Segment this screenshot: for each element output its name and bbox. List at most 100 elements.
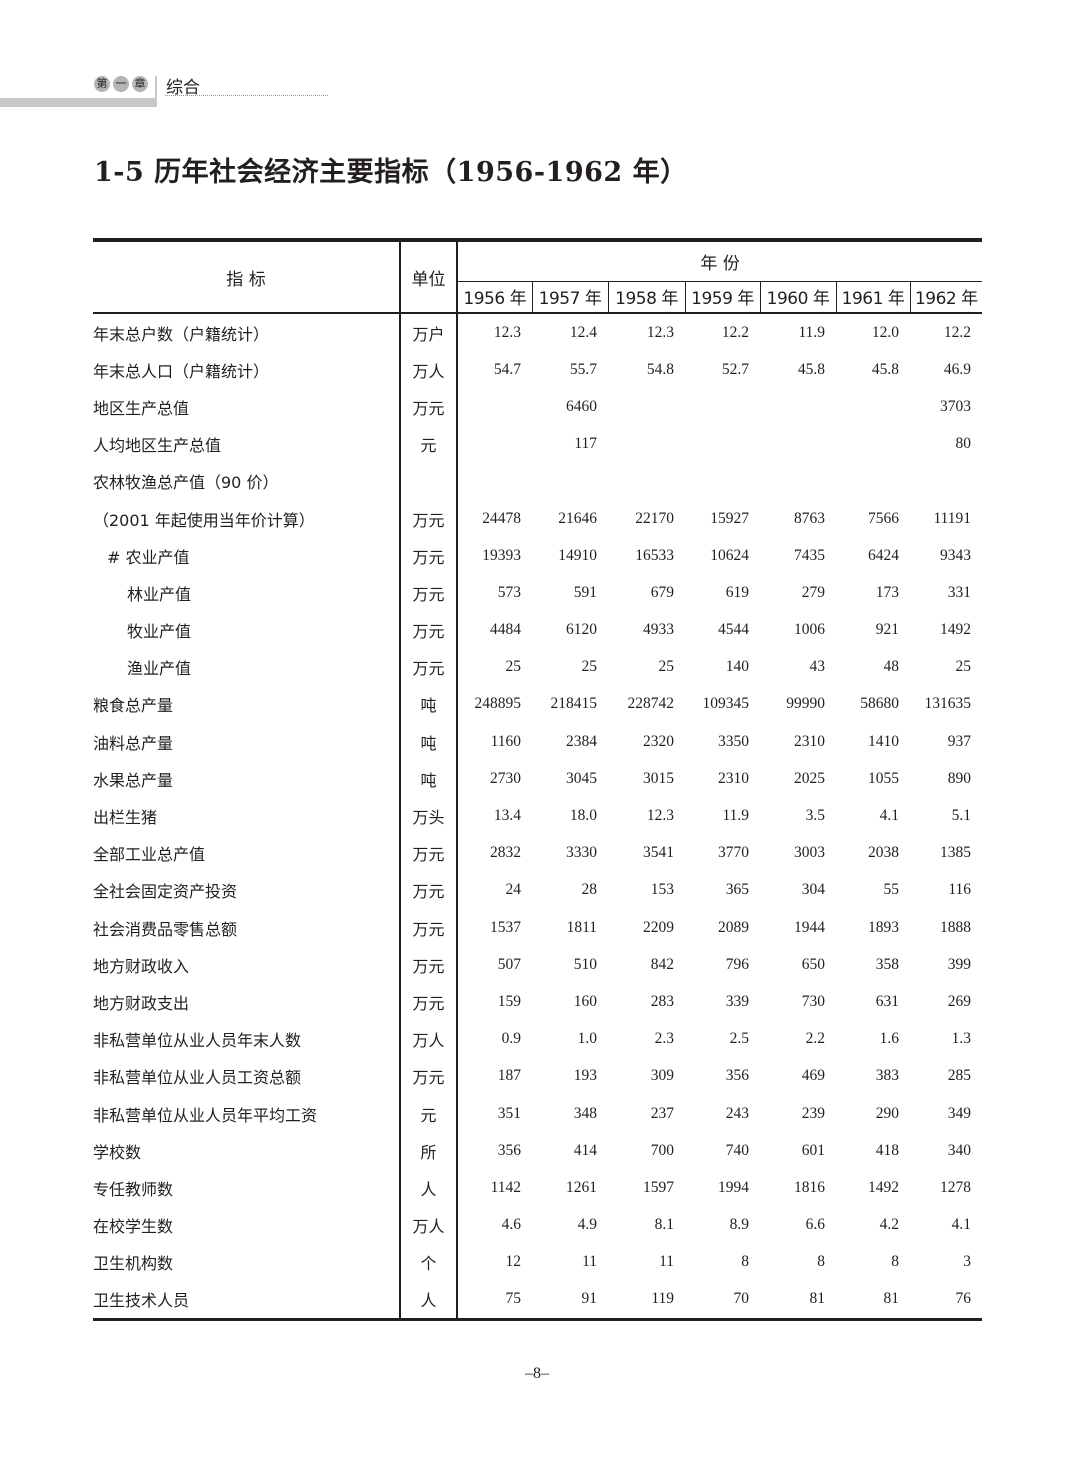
value-cell: 269	[947, 992, 972, 1010]
table-row: 农林牧渔总产值（90 价）	[93, 462, 982, 500]
value-cell	[760, 463, 836, 500]
value-cell: 25	[658, 658, 675, 676]
value-cell: 12	[505, 1253, 522, 1271]
value-cell: 3350	[718, 732, 749, 750]
value-cell: 0.9	[501, 1030, 521, 1048]
value-cell: 193	[573, 1067, 597, 1085]
value-cell: 356	[725, 1067, 749, 1085]
row-unit: 万元	[399, 946, 458, 984]
value-cell: 248895	[474, 695, 522, 713]
value-cell: 4.6	[501, 1216, 521, 1234]
value-cell: 9343	[940, 546, 972, 564]
value-cell: 921	[875, 621, 899, 639]
column-header-indicator: 指 标	[93, 238, 400, 314]
row-unit: 万元	[399, 983, 458, 1021]
value-cell: 5.1	[951, 807, 972, 825]
value-cell: 700	[650, 1141, 674, 1159]
value-cell: 12.4	[569, 323, 597, 341]
value-cell: 187	[497, 1067, 521, 1085]
value-cell: 4.1	[879, 807, 899, 825]
row-label: 卫生机构数	[93, 1254, 174, 1274]
value-cell: 1597	[643, 1178, 674, 1196]
table-row: 地区生产总值 万元 6460 3703	[93, 388, 982, 426]
value-cell: 7566	[868, 509, 899, 527]
value-cell	[457, 426, 532, 463]
value-cell: 7435	[794, 546, 825, 564]
value-cell: 4.1	[951, 1216, 972, 1234]
value-cell: 1492	[868, 1178, 899, 1196]
table-row: （2001 年起使用当年价计算） 万元 24478 21646 22170 15927 87…	[93, 499, 982, 538]
value-cell: 8	[891, 1253, 899, 1271]
value-cell: 2.3	[654, 1030, 674, 1048]
value-cell: 358	[875, 955, 899, 973]
value-cell: 8	[741, 1253, 749, 1271]
value-cell: 12.3	[646, 323, 674, 341]
value-cell: 12.3	[493, 323, 521, 341]
value-cell: 2730	[490, 769, 521, 787]
row-label: 在校学生数	[93, 1217, 174, 1237]
row-label: # 农业产值	[107, 547, 190, 567]
value-cell: 11	[659, 1253, 674, 1271]
value-cell: 6460	[566, 397, 597, 415]
value-cell	[608, 388, 685, 425]
value-cell: 119	[608, 1280, 685, 1322]
table-row: 林业产值 万元 573 591 679 619 279 173 331	[93, 574, 982, 612]
value-cell: 11.9	[798, 323, 825, 341]
value-cell: 510	[573, 955, 597, 973]
table-row: 全社会固定资产投资 万元 24 28 153 365 304 55 116	[93, 871, 982, 909]
value-cell: 4.9	[577, 1216, 597, 1234]
row-unit: 万人	[399, 1020, 458, 1058]
row-label: 农林牧渔总产值（90 价）	[93, 473, 279, 493]
row-unit: 人	[399, 1280, 458, 1322]
value-cell: 116	[948, 881, 972, 899]
column-header-unit: 单位	[399, 238, 458, 314]
chapter-char: 章	[132, 76, 148, 92]
value-cell: 1893	[868, 918, 899, 936]
value-cell: 58680	[860, 695, 899, 713]
value-cell: 228742	[627, 695, 675, 713]
row-unit	[399, 462, 458, 500]
value-cell: 3045	[566, 769, 597, 787]
value-cell: 1811	[566, 918, 597, 936]
value-cell: 48	[883, 658, 900, 676]
row-unit: 吨	[399, 685, 458, 724]
table-row: 人均地区生产总值 元 117 80	[93, 425, 982, 463]
row-unit: 万户	[399, 313, 458, 352]
table-row: 专任教师数 人 1142 1261 1597 1994 1816 1492 1278	[93, 1169, 982, 1207]
value-cell: 4484	[490, 621, 521, 639]
value-cell: 12.0	[871, 323, 899, 341]
value-cell: 3703	[940, 397, 972, 415]
value-cell: 16533	[635, 546, 674, 564]
value-cell	[836, 388, 910, 425]
value-cell: 52.7	[721, 360, 749, 378]
value-cell: 12.2	[721, 323, 749, 341]
value-cell	[608, 426, 685, 463]
row-label: 学校数	[93, 1142, 142, 1162]
header-divider	[155, 76, 157, 107]
row-label: 全部工业总产值	[93, 845, 206, 865]
value-cell: 3541	[643, 844, 674, 862]
row-label: 粮食总产量	[93, 696, 174, 716]
row-label: 地方财政支出	[93, 993, 190, 1013]
row-label: 林业产值	[127, 584, 192, 604]
row-unit: 万元	[399, 388, 458, 426]
section-name: 综合	[166, 78, 200, 98]
table-row: 粮食总产量 吨 248895 218415 228742 109345 99990 58680…	[93, 685, 982, 724]
row-label: 人均地区生产总值	[93, 436, 222, 456]
row-unit: 万元	[399, 909, 458, 947]
value-cell: 414	[573, 1141, 597, 1159]
row-unit: 万元	[399, 1057, 458, 1095]
table-row: 年末总户数（户籍统计） 万户 12.3 12.4 12.3 12.2 11.9 12.0 12.…	[93, 313, 982, 352]
value-cell: 339	[725, 992, 749, 1010]
value-cell: 285	[947, 1067, 972, 1085]
chapter-char: 一	[113, 76, 129, 92]
value-cell: 2089	[718, 918, 749, 936]
value-cell: 348	[573, 1104, 597, 1122]
page-title: 1-5 历年社会经济主要指标（1956-1962 年）	[94, 157, 688, 188]
value-cell: 1492	[940, 621, 972, 639]
chapter-label: 第 一 章	[94, 76, 148, 92]
value-cell	[685, 388, 760, 425]
value-cell: 8.1	[654, 1216, 674, 1234]
value-cell: 3	[963, 1253, 972, 1271]
indicator-table: 指 标 单位 年 份 1956 年 1957 年 1958 年 1959 年 1960 …	[93, 237, 983, 1322]
